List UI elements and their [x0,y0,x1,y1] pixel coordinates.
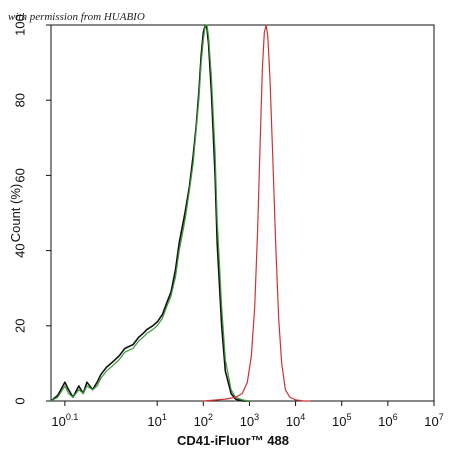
x-tick-label: 102 [194,412,213,429]
y-tick-label: 60 [12,168,27,182]
y-tick-label: 40 [12,243,27,257]
x-tick-label: 104 [286,412,305,429]
x-tick-label: 105 [332,412,351,429]
x-tick-base: 10 [424,414,438,429]
x-tick-exponent: 2 [208,412,213,422]
histogram-series-1 [50,24,251,402]
x-tick-base: 10 [378,414,392,429]
x-tick-label: 107 [424,412,443,429]
x-tick-base: 10 [147,414,161,429]
x-tick-exponent: 5 [346,412,351,422]
x-axis-title: CD41-iFluor™ 488 [177,433,289,448]
x-tick-base: 10 [240,414,254,429]
x-tick-base: 10 [51,414,65,429]
x-tick-exponent: 6 [393,412,398,422]
histogram-series-2 [50,24,251,402]
y-axis-title: Count (%) [8,184,23,243]
series-lines [50,24,311,402]
y-tick-label: 100 [12,14,27,36]
x-tick-label: 100.1 [51,412,78,429]
y-axis-ticks: 0 20 40 60 80 100 [12,14,51,405]
plot-frame [50,24,435,402]
y-tick-label: 0 [12,397,27,404]
x-tick-label: 101 [147,412,166,429]
x-tick-label: 103 [240,412,259,429]
watermark-text: with permission from HUABIO [8,11,145,23]
x-tick-exponent: 0.1 [66,412,79,422]
x-tick-base: 10 [286,414,300,429]
histogram-series-3 [202,24,311,402]
x-axis-ticks: 100.1 101 102 103 104 105 106 107 [51,401,444,429]
x-tick-label: 106 [378,412,397,429]
y-tick-label: 20 [12,319,27,333]
y-tick-label: 80 [12,93,27,107]
x-tick-base: 10 [332,414,346,429]
x-tick-exponent: 3 [254,412,259,422]
x-tick-exponent: 4 [300,412,305,422]
x-tick-exponent: 7 [439,412,444,422]
x-tick-exponent: 1 [162,412,167,422]
x-tick-base: 10 [194,414,208,429]
